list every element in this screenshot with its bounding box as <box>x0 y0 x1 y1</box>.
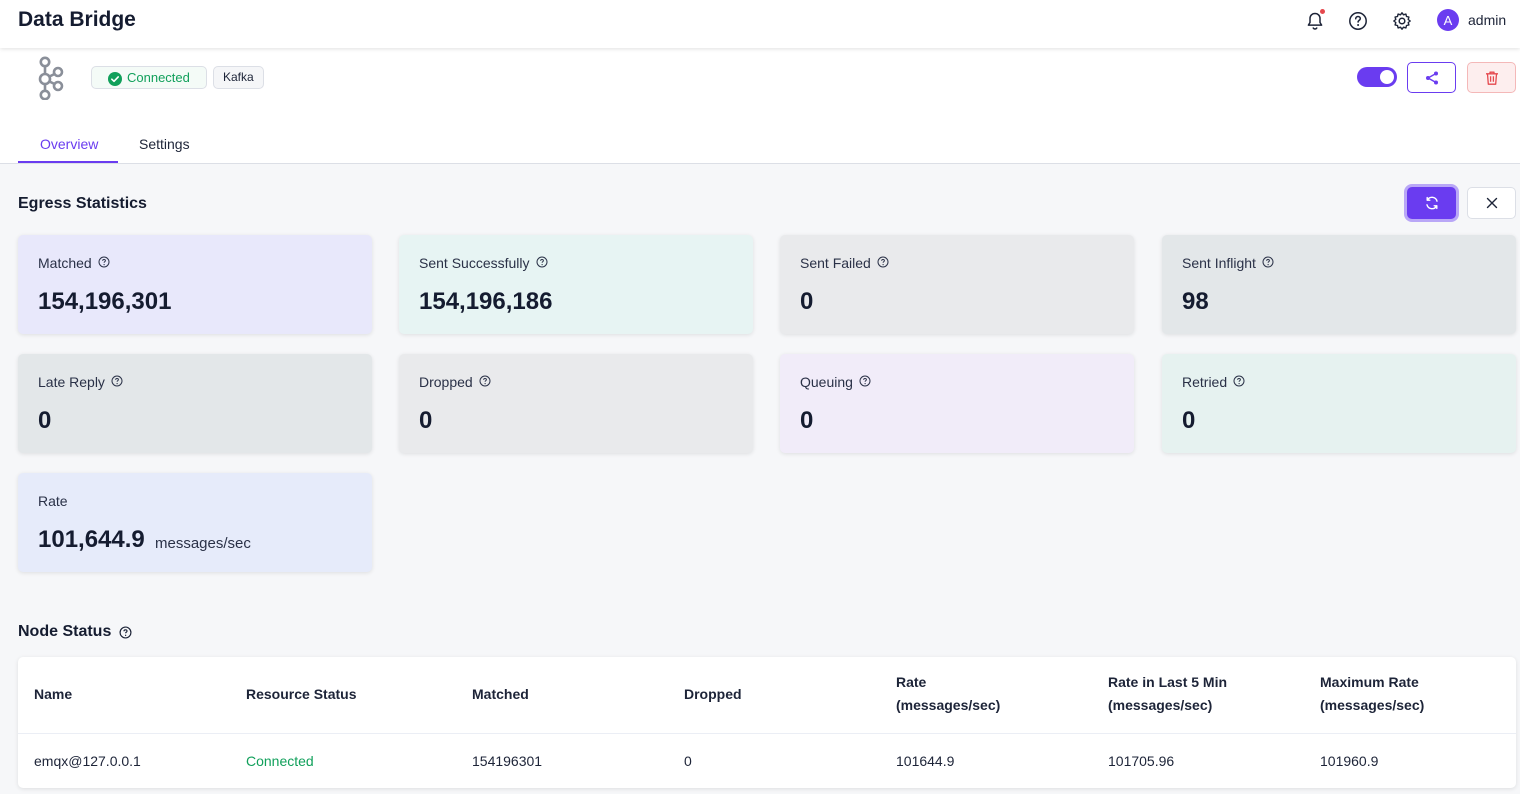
refresh-button[interactable] <box>1407 187 1456 219</box>
cell-resource-status: Connected <box>246 753 314 769</box>
cell-max-rate: 101960.9 <box>1320 753 1379 769</box>
stat-card-rate: Rate 101,644.9 messages/sec <box>18 473 372 572</box>
avatar[interactable]: A <box>1437 9 1459 31</box>
status-badge: Connected <box>91 66 207 89</box>
bell-icon[interactable] <box>1303 9 1327 33</box>
cell-matched: 154196301 <box>472 753 543 769</box>
share-icon <box>1425 71 1438 84</box>
stat-label: Rate <box>38 493 68 509</box>
question-circle-icon[interactable] <box>877 255 889 271</box>
stat-card-sent-inflight: Sent Inflight 98 <box>1162 235 1516 334</box>
bridge-header: Connected Kafka Overview Settings <box>0 48 1520 164</box>
stat-card-sent-failed: Sent Failed 0 <box>780 235 1134 334</box>
stat-value: 0 <box>1182 407 1196 434</box>
help-icon[interactable] <box>1346 9 1370 33</box>
node-status-title: Node Status <box>18 623 132 641</box>
question-circle-icon[interactable] <box>859 374 871 390</box>
stat-label: Sent Failed <box>800 255 889 271</box>
stat-label: Sent Inflight <box>1182 255 1274 271</box>
stat-value: 101,644.9 <box>38 526 145 553</box>
share-button[interactable] <box>1407 62 1456 93</box>
page-title: Data Bridge <box>18 8 136 31</box>
column-header: Matched <box>472 686 529 702</box>
user-name[interactable]: admin <box>1468 12 1507 28</box>
gear-icon[interactable] <box>1390 9 1414 33</box>
stat-value: 98 <box>1182 288 1209 315</box>
stat-card-late-reply: Late Reply 0 <box>18 354 372 453</box>
cell-rate: 101644.9 <box>896 753 955 769</box>
notification-dot <box>1320 9 1325 14</box>
stat-label: Retried <box>1182 374 1245 390</box>
trash-icon <box>1485 71 1498 85</box>
close-icon <box>1486 197 1497 209</box>
stat-card-sent-successfully: Sent Successfully 154,196,186 <box>399 235 753 334</box>
check-circle-icon <box>108 71 122 92</box>
cell-rate-5min: 101705.96 <box>1108 753 1175 769</box>
bridge-type-tag: Kafka <box>213 66 264 89</box>
node-status-table: Name Resource Status Matched Dropped Rat… <box>18 657 1516 788</box>
tab-settings[interactable]: Settings <box>139 136 190 152</box>
row-divider <box>18 733 1516 734</box>
column-header: Dropped <box>684 686 742 702</box>
status-label: Connected <box>127 70 190 85</box>
stat-value: 154,196,301 <box>38 288 172 315</box>
toggle-knob <box>1380 70 1394 84</box>
active-tab-indicator <box>18 161 118 163</box>
refresh-icon <box>1425 196 1438 210</box>
stat-label: Dropped <box>419 374 491 390</box>
question-circle-icon[interactable] <box>119 625 132 639</box>
stat-card-matched: Matched 154,196,301 <box>18 235 372 334</box>
stat-label: Sent Successfully <box>419 255 548 271</box>
stat-unit: messages/sec <box>155 535 251 552</box>
stat-label: Late Reply <box>38 374 123 390</box>
close-button[interactable] <box>1467 187 1516 219</box>
stat-card-retried: Retried 0 <box>1162 354 1516 453</box>
stat-label: Queuing <box>800 374 871 390</box>
column-header: Rate (messages/sec) <box>896 674 1001 713</box>
column-header: Maximum Rate (messages/sec) <box>1320 674 1425 713</box>
question-circle-icon[interactable] <box>98 255 110 271</box>
tab-overview[interactable]: Overview <box>40 136 99 152</box>
stat-value: 0 <box>800 288 814 315</box>
question-circle-icon[interactable] <box>536 255 548 271</box>
cell-dropped: 0 <box>684 753 692 769</box>
stat-card-queuing: Queuing 0 <box>780 354 1134 453</box>
stat-label: Matched <box>38 255 110 271</box>
top-bar: Data Bridge A admin <box>0 0 1520 48</box>
stat-value: 0 <box>800 407 814 434</box>
question-circle-icon[interactable] <box>1233 374 1245 390</box>
stat-value: 0 <box>38 407 52 434</box>
kafka-logo <box>34 54 66 105</box>
question-circle-icon[interactable] <box>111 374 123 390</box>
egress-statistics-title: Egress Statistics <box>18 195 147 212</box>
question-circle-icon[interactable] <box>479 374 491 390</box>
column-header: Rate in Last 5 Min (messages/sec) <box>1108 674 1228 713</box>
cell-node-name: emqx@127.0.0.1 <box>34 753 141 769</box>
column-header: Name <box>34 686 73 702</box>
delete-button[interactable] <box>1467 62 1516 93</box>
enable-toggle[interactable] <box>1357 67 1397 87</box>
column-header: Resource Status <box>246 686 357 702</box>
question-circle-icon[interactable] <box>1262 255 1274 271</box>
stat-value: 154,196,186 <box>419 288 553 315</box>
stat-card-dropped: Dropped 0 <box>399 354 753 453</box>
stat-value: 0 <box>419 407 433 434</box>
